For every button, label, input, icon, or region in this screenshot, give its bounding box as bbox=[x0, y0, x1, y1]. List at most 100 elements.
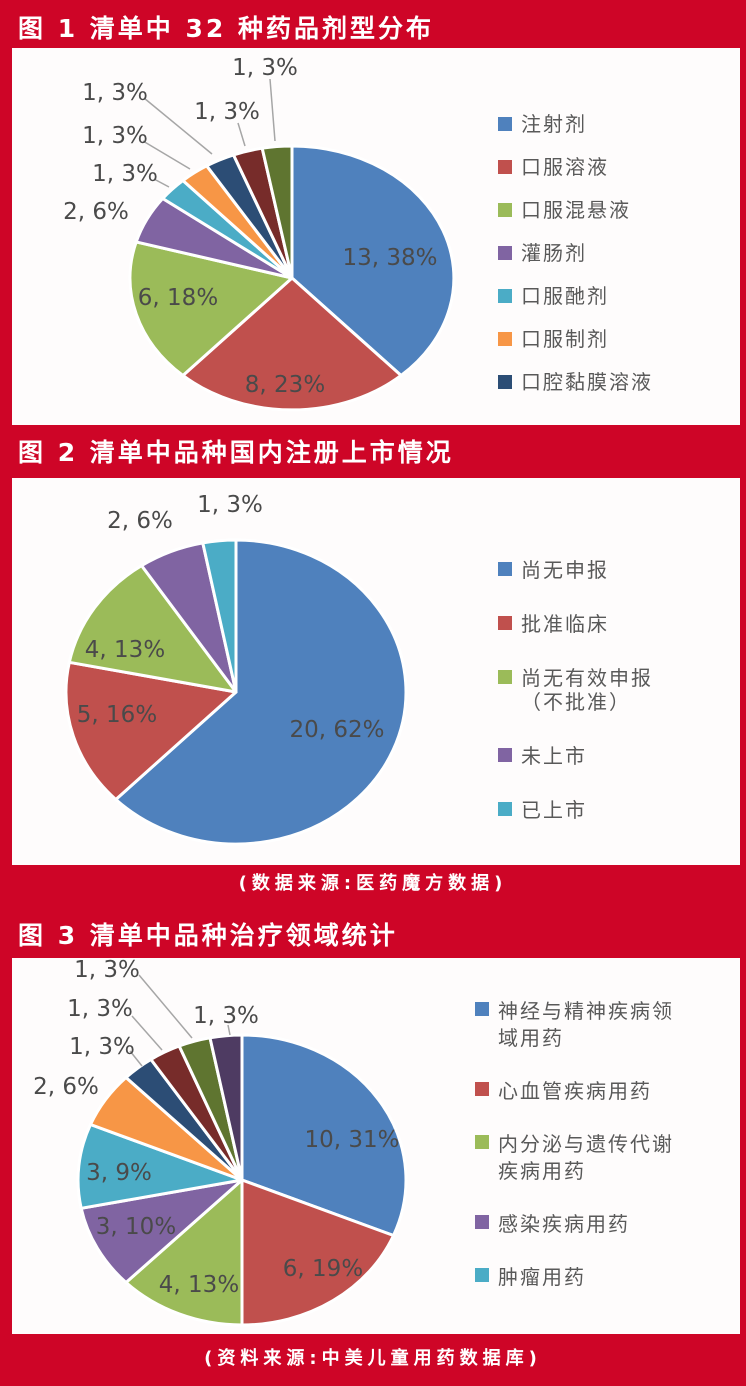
legend-marker bbox=[475, 1002, 489, 1016]
pie-data-label: 2, 6% bbox=[107, 508, 173, 534]
legend-label: 尚无有效申报 （不批准） bbox=[521, 666, 653, 714]
legend-item: 尚无申报 bbox=[498, 558, 653, 582]
figure-1-title: 图 1 清单中 32 种药品剂型分布 bbox=[18, 14, 435, 43]
pie-data-label: 3, 9% bbox=[86, 1160, 152, 1186]
legend-item: 内分泌与遗传代谢 疾病用药 bbox=[475, 1131, 674, 1185]
pie-data-label: 5, 16% bbox=[77, 702, 157, 728]
legend-label: 未上市 bbox=[521, 744, 587, 768]
pie-slice bbox=[128, 240, 294, 377]
label-leader-line bbox=[237, 122, 246, 147]
pie-data-label: 1, 3% bbox=[197, 492, 263, 518]
legend-label: 批准临床 bbox=[521, 612, 609, 636]
legend-label: 尚无申报 bbox=[521, 558, 609, 582]
pie-slice bbox=[76, 1123, 244, 1210]
pie-chart-figure-3: 10, 31% 6, 19% 4, 13% 3, 10% 3, 9% 2, 6% 1, 3%… bbox=[33, 958, 408, 1327]
legend-label: 口服酏剂 bbox=[521, 284, 609, 308]
pie-data-label: 10, 31% bbox=[304, 1127, 399, 1153]
legend-label: 神经与精神疾病领 域用药 bbox=[498, 999, 674, 1050]
label-leader-line bbox=[227, 1024, 231, 1036]
legend-item: 批准临床 bbox=[498, 612, 653, 636]
pie-data-label: 1, 3% bbox=[232, 55, 298, 81]
legend-marker bbox=[498, 375, 512, 389]
pie-slice bbox=[201, 538, 238, 694]
figure-3-title: 图 3 清单中品种治疗领域统计 bbox=[18, 921, 398, 950]
pie-slice bbox=[114, 538, 408, 846]
legend-figure-2: 尚无申报批准临床尚无有效申报 （不批准） 未上市已上市 bbox=[498, 558, 653, 852]
legend-item: 感染疾病用药 bbox=[475, 1211, 674, 1238]
legend-label: 口腔黏膜溶液 bbox=[521, 370, 653, 394]
pie-data-label: 1, 3% bbox=[194, 99, 260, 125]
legend-marker bbox=[498, 289, 512, 303]
pie-data-label: 4, 13% bbox=[85, 637, 165, 663]
pie-data-label: 1, 3% bbox=[67, 996, 133, 1022]
label-leader-line bbox=[153, 178, 170, 188]
legend-marker bbox=[475, 1082, 489, 1096]
pie-slice bbox=[67, 564, 238, 694]
pie-data-label: 1, 3% bbox=[82, 123, 148, 149]
pie-data-label: 1, 3% bbox=[69, 1034, 135, 1060]
legend-label: 已上市 bbox=[521, 798, 587, 822]
pie-slice bbox=[290, 144, 456, 377]
pie-data-label: 1, 3% bbox=[74, 958, 140, 983]
legend-marker bbox=[498, 117, 512, 131]
label-leader-line bbox=[131, 1015, 163, 1051]
legend-marker bbox=[498, 616, 512, 630]
legend-item: 神经与精神疾病领 域用药 bbox=[475, 998, 674, 1052]
legend-label: 感染疾病用药 bbox=[498, 1212, 630, 1236]
legend-item: 心血管疾病用药 bbox=[475, 1078, 674, 1105]
pie-data-label: 13, 38% bbox=[342, 245, 437, 271]
source-note-2: (资料来源:中美儿童用药数据库) bbox=[204, 1348, 542, 1369]
pie-data-label: 6, 19% bbox=[283, 1256, 363, 1282]
pie-slice bbox=[240, 1178, 395, 1327]
legend-marker bbox=[498, 748, 512, 762]
figure-2-panel: 20, 62% 5, 16% 4, 13% 2, 6% 1, 3% 尚无申报 批准临床 尚无… bbox=[12, 478, 740, 865]
figure-2-title: 图 2 清单中品种国内注册上市情况 bbox=[18, 438, 454, 467]
legend-figure-3: 神经与精神疾病领 域用药心血管疾病用药内分泌与遗传代谢 疾病用药感染疾病用药 肿瘤… bbox=[475, 998, 674, 1317]
pie-data-label: 6, 18% bbox=[138, 285, 218, 311]
pie-slice bbox=[181, 276, 403, 412]
pie-data-label: 2, 6% bbox=[33, 1074, 99, 1100]
legend-label: 内分泌与遗传代谢 疾病用药 bbox=[498, 1132, 674, 1183]
pie-slice bbox=[240, 1033, 408, 1237]
legend-marker bbox=[498, 670, 512, 684]
legend-item: 口服制剂 bbox=[498, 328, 653, 350]
legend-marker bbox=[475, 1215, 489, 1229]
pie-data-label: 1, 3% bbox=[193, 1003, 259, 1029]
pie-data-label: 1, 3% bbox=[82, 80, 148, 106]
pie-slice bbox=[260, 144, 294, 280]
legend-item: 肿瘤用药 bbox=[475, 1264, 674, 1291]
label-leader-line bbox=[269, 78, 276, 142]
legend-marker bbox=[498, 332, 512, 346]
legend-label: 口服混悬液 bbox=[521, 198, 631, 222]
legend-marker bbox=[498, 562, 512, 576]
label-leader-line bbox=[142, 140, 191, 170]
legend-label: 口服溶液 bbox=[521, 155, 609, 179]
pie-data-label: 2, 6% bbox=[63, 199, 129, 225]
legend-item: 口腔黏膜溶液 bbox=[498, 371, 653, 393]
pie-slice bbox=[79, 1178, 244, 1284]
pie-data-label: 20, 62% bbox=[289, 717, 384, 743]
legend-figure-1: 注射剂口服溶液口服混悬液灌肠剂口服酏剂口服制剂口腔黏膜溶液 bbox=[498, 113, 653, 414]
label-leader-line bbox=[129, 1050, 143, 1067]
legend-item: 尚无有效申报 （不批准） bbox=[498, 666, 653, 714]
pie-slice bbox=[124, 1178, 244, 1327]
pie-data-label: 4, 13% bbox=[159, 1272, 239, 1298]
legend-label: 肿瘤用药 bbox=[498, 1265, 586, 1289]
legend-item: 灌肠剂 bbox=[498, 242, 653, 264]
legend-item: 注射剂 bbox=[498, 113, 653, 135]
pie-slice bbox=[64, 660, 238, 801]
legend-marker bbox=[498, 203, 512, 217]
pie-chart-figure-1: 13, 38% 8, 23% 6, 18% 2, 6% 1, 3% 1, 3% 1, 3% 1… bbox=[63, 55, 456, 412]
legend-item: 口服混悬液 bbox=[498, 199, 653, 221]
legend-label: 灌肠剂 bbox=[521, 241, 587, 265]
figure-1-panel: 13, 38% 8, 23% 6, 18% 2, 6% 1, 3% 1, 3% 1, 3% 1… bbox=[12, 48, 740, 425]
legend-marker bbox=[498, 160, 512, 174]
label-leader-line bbox=[138, 974, 193, 1039]
pie-data-label: 8, 23% bbox=[245, 372, 325, 398]
figure-3-panel: 10, 31% 6, 19% 4, 13% 3, 10% 3, 9% 2, 6% 1, 3%… bbox=[12, 958, 740, 1334]
legend-marker bbox=[475, 1268, 489, 1282]
legend-item: 未上市 bbox=[498, 744, 653, 768]
legend-label: 注射剂 bbox=[521, 112, 587, 136]
legend-marker bbox=[498, 246, 512, 260]
